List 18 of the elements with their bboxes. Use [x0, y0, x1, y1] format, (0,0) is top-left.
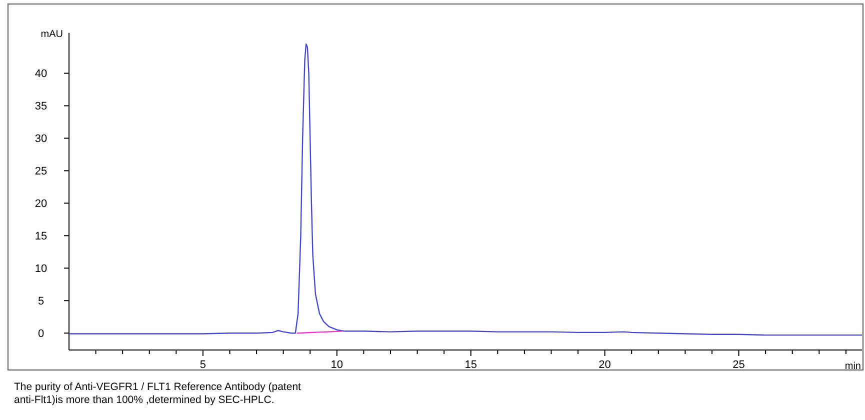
x-tick-label: 25: [732, 359, 745, 371]
y-tick-label: 40: [34, 68, 48, 80]
y-tick-label: 0: [38, 328, 44, 340]
y-tick-label: 30: [34, 133, 48, 146]
y-tick-label: 20: [34, 198, 48, 210]
x-tick-label: 5: [200, 359, 206, 371]
x-axis-title: min: [844, 361, 861, 372]
y-tick-label: 10: [34, 263, 48, 275]
y-axis-title: mAU: [40, 29, 63, 40]
y-tick-label: 25: [34, 166, 48, 178]
line-series: [68, 43, 863, 336]
x-tick-label: 20: [598, 359, 611, 371]
x-tick-label: 15: [464, 359, 477, 371]
x-tick-label: 10: [330, 359, 344, 371]
text: The purity of Anti-VEGFR1 / FLT1 Reference Antibody (patent anti-Flt1)is more than 100% ,determined by SEC-HPLC.: [14, 381, 302, 406]
y-tick-label: 15: [34, 230, 48, 243]
y-tick-label: 35: [34, 100, 48, 113]
y-tick-label: 5: [38, 295, 44, 308]
